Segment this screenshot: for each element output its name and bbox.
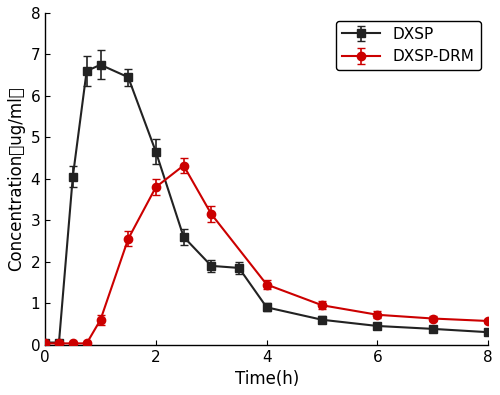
X-axis label: Time(h): Time(h) xyxy=(234,370,299,388)
Y-axis label: Concentration（ug/ml）: Concentration（ug/ml） xyxy=(7,87,25,271)
Legend: DXSP, DXSP-DRM: DXSP, DXSP-DRM xyxy=(336,21,480,70)
